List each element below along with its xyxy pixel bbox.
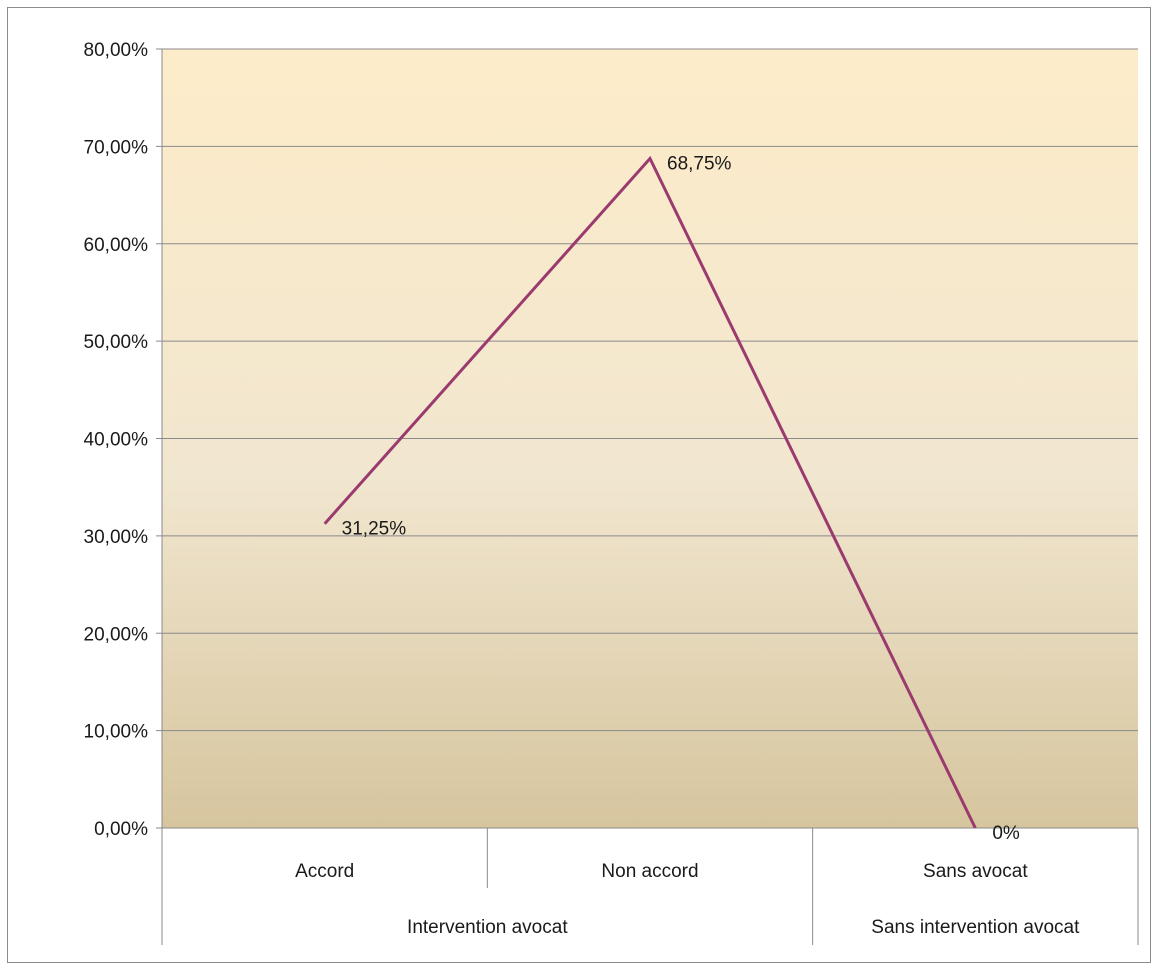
x-axis-category-labels: Accord Non accord Sans avocat Intervention … xyxy=(295,861,1080,938)
y-tick-label: 60,00% xyxy=(84,235,149,256)
y-tick-label: 20,00% xyxy=(84,624,149,645)
data-label: 0% xyxy=(992,823,1020,844)
series-layer xyxy=(323,155,977,829)
category-label: Accord xyxy=(295,861,354,882)
category-group-label: Intervention avocat xyxy=(407,917,568,938)
y-tick-label: 40,00% xyxy=(84,430,149,451)
gridlines xyxy=(156,48,1138,829)
y-axis-tick-labels: 0,00% 10,00% 20,00% 30,00% 40,00% 50,00% 60,00… xyxy=(84,40,149,840)
data-label: 68,75% xyxy=(667,154,732,175)
category-label: Sans avocat xyxy=(923,861,1028,882)
y-tick-label: 70,00% xyxy=(84,137,149,158)
y-tick-label: 10,00% xyxy=(84,722,149,743)
data-label: 31,25% xyxy=(342,519,407,540)
y-tick-label: 80,00% xyxy=(84,40,149,61)
category-label: Non accord xyxy=(601,861,698,882)
y-tick-label: 30,00% xyxy=(84,527,149,548)
category-group-label: Sans intervention avocat xyxy=(871,917,1080,938)
y-tick-label: 50,00% xyxy=(84,332,149,353)
data-labels: 31,25% 68,75% 0% xyxy=(342,154,1020,844)
y-tick-label: 0,00% xyxy=(94,819,148,840)
